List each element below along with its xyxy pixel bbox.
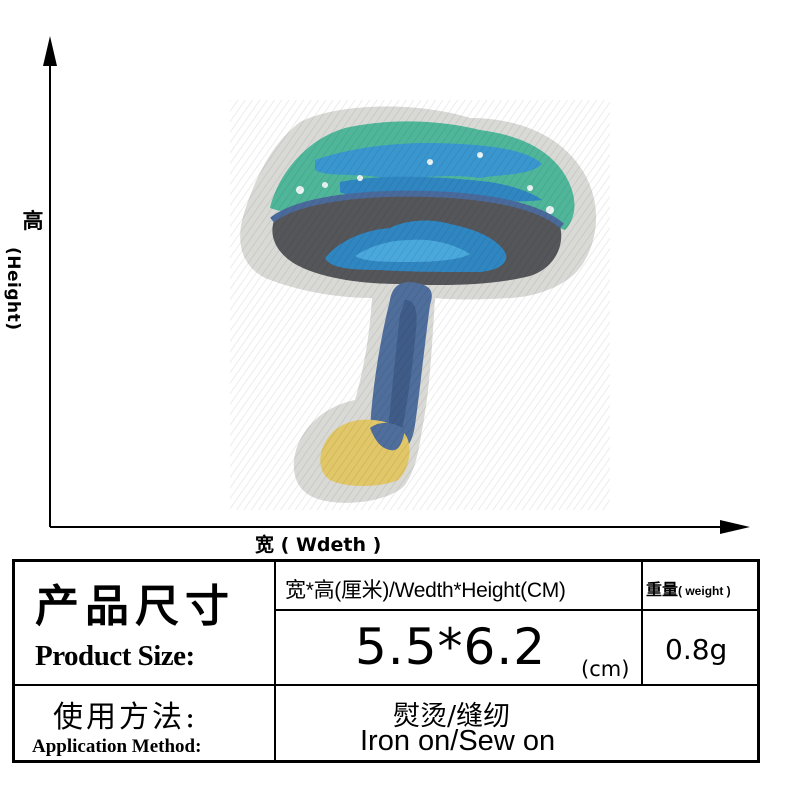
divider-col1	[274, 562, 276, 760]
dimension-header: 宽*高(厘米)/Wedth*Height(CM)	[285, 579, 566, 602]
dimension-unit: (cm)	[581, 657, 630, 681]
weight-header: 重量( weight )	[646, 576, 731, 600]
width-label-en: ( Wdeth )	[280, 534, 382, 556]
divider-row-header	[274, 609, 760, 611]
divider-row-app	[15, 684, 760, 686]
weight-value: 0.8g	[665, 633, 728, 666]
method-value-en: Iron on/Sew on	[360, 725, 556, 757]
application-method-label-en: Application Method:	[32, 736, 202, 757]
width-label-cn: 宽	[255, 534, 275, 556]
dimension-axes	[43, 36, 750, 534]
width-axis-label: 宽 ( Wdeth )	[255, 530, 381, 557]
height-label-cn: 高	[22, 209, 44, 233]
product-spec-table: 产品尺寸 Product Size: 宽*高(厘米)/Wedth*Height(…	[12, 559, 760, 763]
product-size-title-cn: 产品尺寸	[35, 581, 235, 632]
product-size-title-en: Product Size:	[35, 640, 195, 672]
height-axis-arrowhead	[43, 36, 57, 66]
height-label-en: (Height)	[3, 247, 23, 331]
mushroom-patch-image	[230, 100, 610, 510]
divider-col2	[641, 562, 643, 684]
width-axis-arrowhead	[720, 520, 750, 534]
weight-header-en: ( weight )	[678, 584, 731, 598]
height-axis-label: 高 (Height)	[3, 205, 48, 375]
dimension-value: 5.5*6.2	[355, 618, 547, 676]
stitch-texture	[230, 100, 610, 510]
method-value-cn: 熨烫/缝纫	[393, 701, 511, 732]
weight-header-cn: 重量	[646, 582, 679, 599]
application-method-label-cn: 使用方法:	[53, 700, 199, 735]
